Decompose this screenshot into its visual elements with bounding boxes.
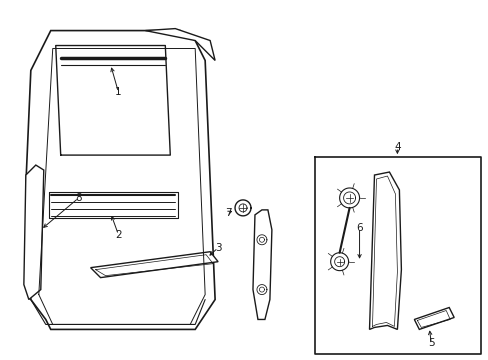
Polygon shape [90, 252, 218, 278]
Polygon shape [145, 28, 215, 60]
Polygon shape [413, 307, 453, 329]
Text: 4: 4 [393, 142, 400, 152]
Polygon shape [24, 165, 44, 300]
Text: 1: 1 [115, 87, 122, 97]
Polygon shape [252, 210, 271, 319]
Text: 2: 2 [115, 230, 122, 240]
Text: 6: 6 [356, 223, 362, 233]
Polygon shape [26, 31, 215, 329]
Text: 3: 3 [214, 243, 221, 253]
Polygon shape [369, 172, 401, 329]
Text: 5: 5 [427, 338, 434, 348]
Text: 7: 7 [224, 208, 231, 218]
Text: 8: 8 [75, 193, 82, 203]
